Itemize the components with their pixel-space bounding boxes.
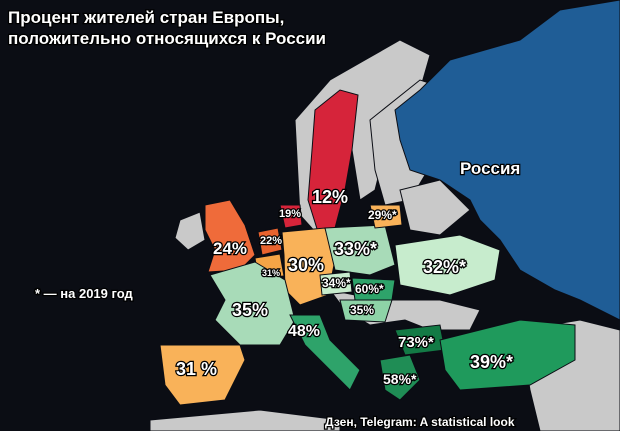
country-label: 48% [288, 323, 320, 340]
note: * — на 2019 год [35, 286, 134, 301]
country-labels: 12% 19% 29%* 24% 22% 31% 30% 33%* 32%* 34%* 60%* 35… [175, 186, 515, 389]
russia-label: Россия [460, 159, 520, 178]
france [209, 261, 296, 346]
country-label: 35% [232, 300, 268, 320]
country-label: 60%* [355, 282, 384, 296]
source: Дзен, Telegram: A statistical look [325, 415, 515, 429]
country-label: 39%* [470, 352, 513, 372]
italy [289, 314, 361, 391]
country-label: 29%* [368, 208, 397, 222]
title-line: положительно относящихся к России [8, 29, 326, 48]
czechia [319, 271, 353, 296]
russia-shape [394, 0, 620, 321]
country-label: 24% [213, 239, 247, 258]
country-label: 58%* [383, 371, 417, 387]
country-label: 73%* [398, 334, 434, 351]
title-line: Процент жителей стран Европы, [8, 8, 284, 27]
country-label: 19% [279, 208, 301, 220]
country-label: 31% [262, 268, 280, 278]
country-label: 34%* [322, 276, 351, 290]
country-label: 35% [350, 303, 374, 317]
country-label: 31 % [176, 359, 217, 379]
netherlands [257, 227, 283, 256]
hungary [339, 299, 393, 323]
greece [379, 354, 421, 401]
ukraine [394, 234, 501, 296]
country-label: 33%* [334, 239, 377, 259]
turkey [439, 319, 576, 391]
country-label: 30% [288, 255, 324, 275]
country-label: 12% [312, 187, 348, 207]
sweden [307, 89, 359, 233]
belarus-land [399, 179, 471, 236]
spain [159, 344, 246, 406]
lithuania [369, 204, 403, 229]
africa-land [149, 409, 341, 431]
denmark [279, 204, 303, 229]
ireland-land [174, 211, 206, 251]
country-label: 32%* [423, 257, 466, 277]
country-label: 22% [260, 235, 282, 247]
